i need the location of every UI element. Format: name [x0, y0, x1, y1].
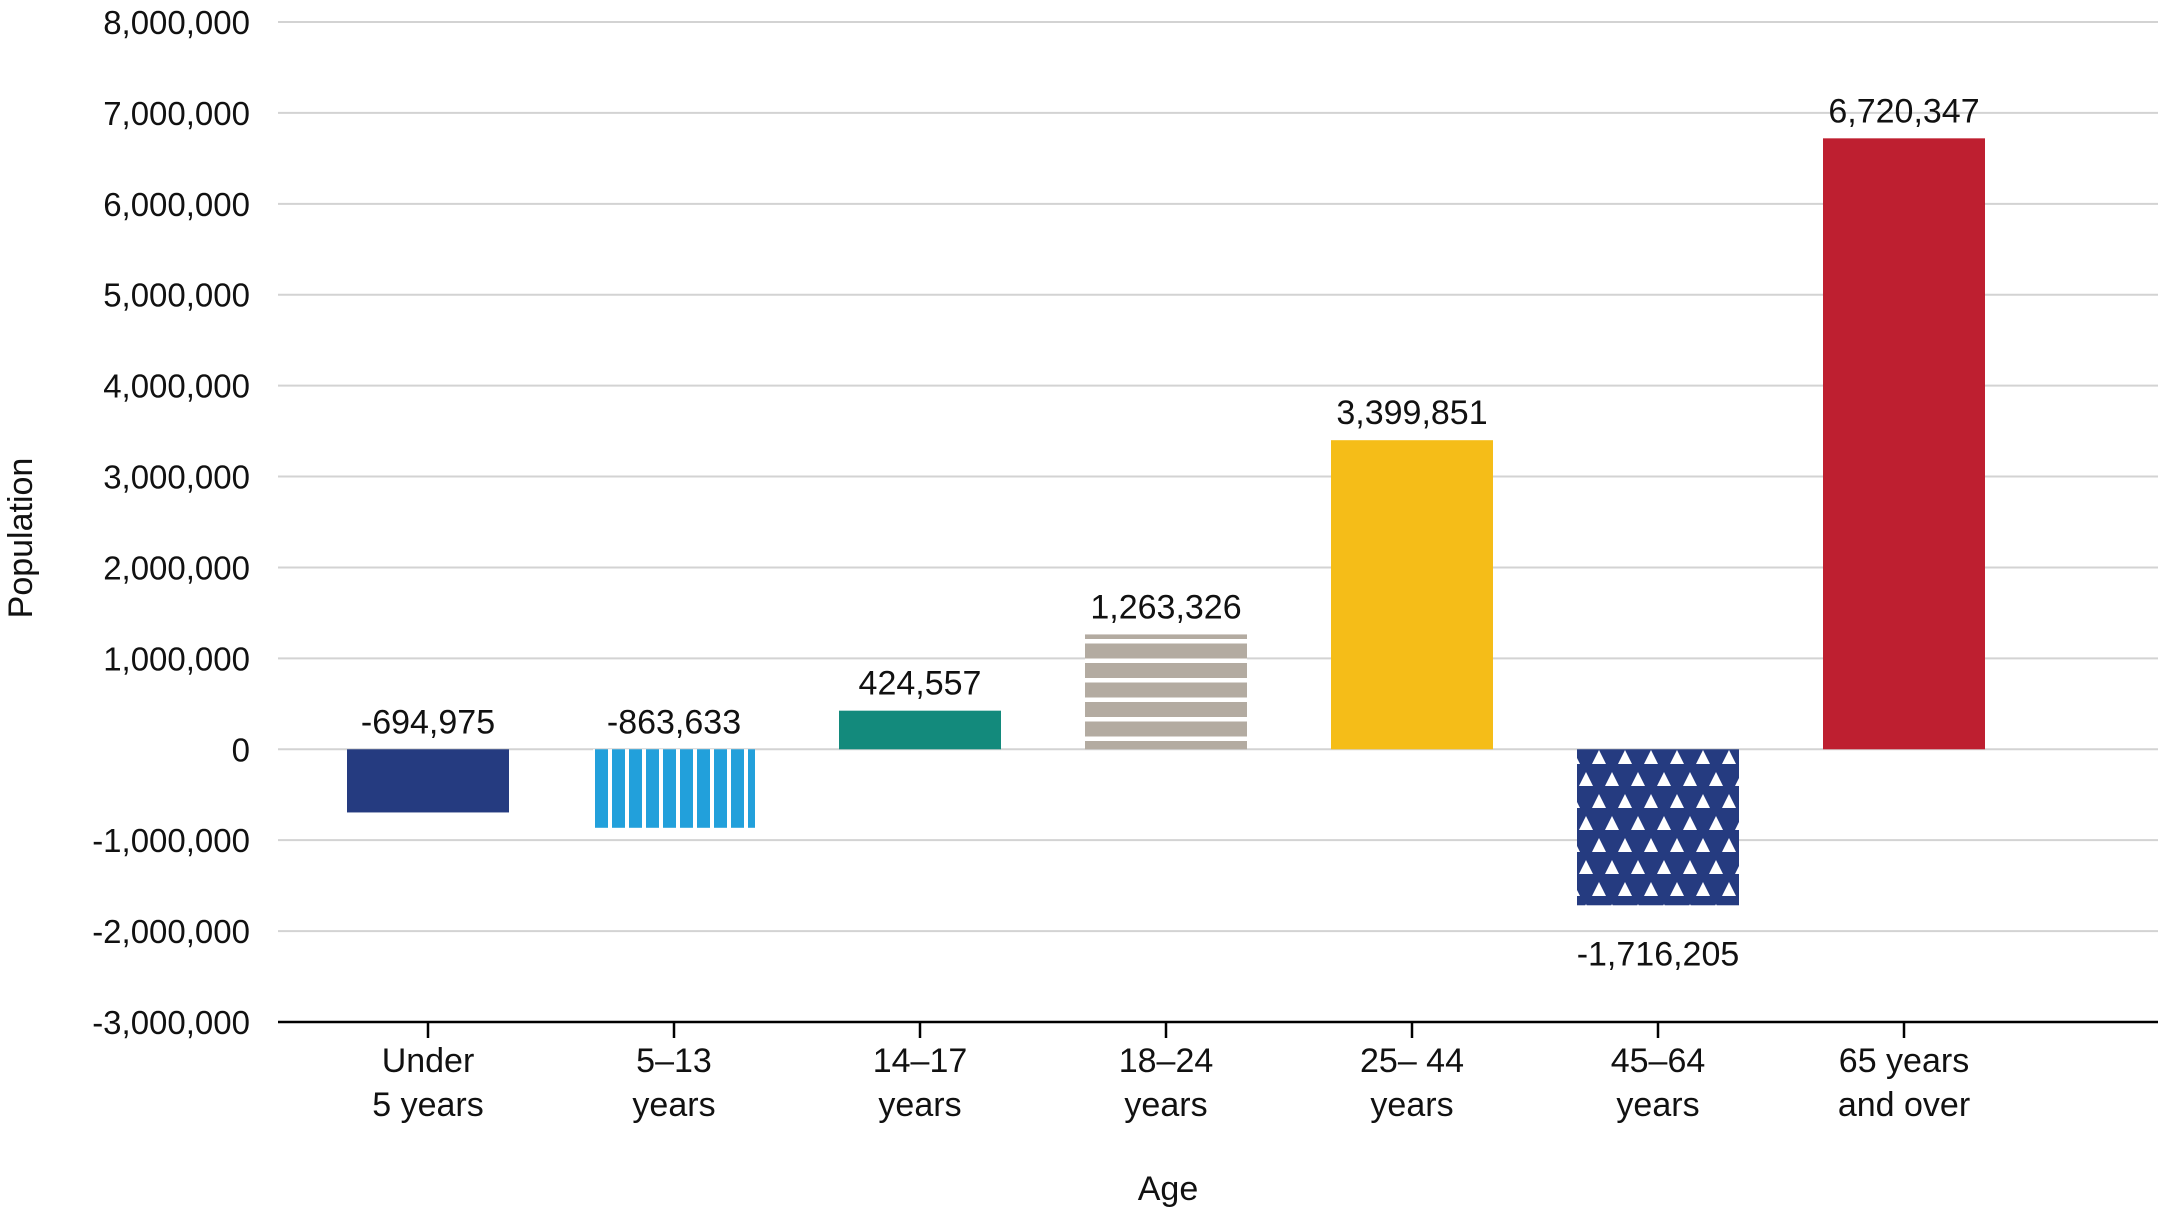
y-tick-label: -1,000,000 — [92, 822, 250, 859]
bar — [1577, 749, 1739, 906]
bar — [1331, 440, 1493, 750]
y-tick-label: 4,000,000 — [103, 368, 250, 405]
x-tick-label: and over — [1838, 1086, 1970, 1124]
bar — [593, 749, 755, 828]
x-tick-label: 14–17 — [873, 1042, 968, 1080]
y-tick-label: -3,000,000 — [92, 1004, 250, 1041]
bars — [347, 138, 1985, 906]
data-label: 424,557 — [859, 665, 982, 703]
data-label: 1,263,326 — [1090, 588, 1241, 626]
x-tick-label: years — [878, 1086, 961, 1124]
bar — [347, 749, 509, 813]
x-tick-label: 45–64 — [1611, 1042, 1706, 1080]
x-tick-label: 65 years — [1839, 1042, 1969, 1080]
y-tick-label: -2,000,000 — [92, 913, 250, 950]
data-label: -1,716,205 — [1577, 935, 1740, 973]
x-tick-label: Under — [382, 1042, 475, 1080]
bar — [1823, 138, 1985, 750]
y-tick-label: 0 — [232, 731, 250, 768]
x-tick-label: years — [1616, 1086, 1699, 1124]
y-axis-ticks: 8,000,000 7,000,000 6,000,000 5,000,000 4,00… — [92, 4, 250, 1041]
data-labels: -694,975 -863,633 424,557 1,263,326 3,399,85… — [361, 92, 1980, 973]
y-tick-label: 7,000,000 — [103, 95, 250, 132]
data-label: -694,975 — [361, 703, 495, 741]
y-tick-label: 3,000,000 — [103, 459, 250, 496]
data-label: 3,399,851 — [1336, 394, 1487, 432]
x-tick-label: years — [1124, 1086, 1207, 1124]
y-tick-label: 5,000,000 — [103, 277, 250, 314]
x-tick-label: 5–13 — [636, 1042, 712, 1080]
x-axis-title: Age — [1138, 1170, 1199, 1208]
x-tick-label: 25– 44 — [1360, 1042, 1464, 1080]
y-axis-title: Population — [2, 458, 40, 619]
data-label: -863,633 — [607, 703, 741, 741]
x-tick-label: 18–24 — [1119, 1042, 1214, 1080]
bar — [1085, 634, 1247, 750]
x-tick-label: 5 years — [372, 1086, 484, 1124]
bar — [839, 710, 1001, 750]
y-tick-label: 6,000,000 — [103, 186, 250, 223]
x-tick-label: years — [632, 1086, 715, 1124]
x-tick-label: years — [1370, 1086, 1453, 1124]
x-axis: Under 5 years 5–13 years 14–17 years 18–24 year… — [278, 1020, 2158, 1124]
y-tick-label: 2,000,000 — [103, 549, 250, 586]
data-label: 6,720,347 — [1828, 92, 1979, 130]
y-tick-label: 8,000,000 — [103, 4, 250, 41]
y-tick-label: 1,000,000 — [103, 640, 250, 677]
